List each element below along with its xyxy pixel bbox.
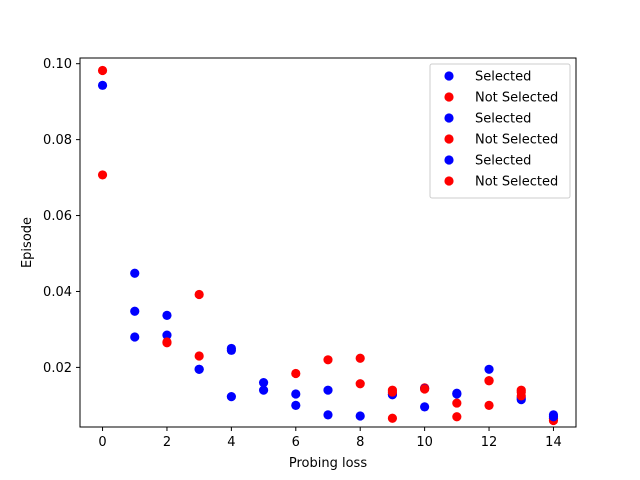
data-point [387,387,398,397]
data-point [516,387,526,397]
data-point [387,413,398,423]
x-tick-label: 14 [545,435,562,450]
data-point [162,310,172,320]
y-axis: 0.02 0.04 0.06 0.08 0.10 [43,57,80,376]
legend-box [429,63,571,199]
data-point [355,411,365,421]
legend: Selected Not Selected Selected Not Selected… [429,63,571,199]
data-point [323,355,333,365]
data-point [226,392,236,402]
data-point [452,412,462,422]
y-tick-label: 0.04 [43,285,72,300]
legend-marker [444,176,454,186]
legend-entry: Selected [475,112,531,127]
series-2 [130,268,526,420]
x-axis-label: Probing loss [289,456,367,471]
legend-marker [444,155,454,165]
data-point [323,410,333,420]
x-tick-label: 2 [163,435,171,450]
x-tick-label: 8 [356,435,364,450]
y-tick-label: 0.10 [43,57,72,72]
data-point [97,170,108,180]
data-point [291,368,301,379]
data-point [162,338,172,348]
legend-entry: Selected [475,70,531,85]
data-point [130,332,140,342]
plot-frame [79,57,577,428]
legend-entry: Selected [475,154,531,169]
data-point [291,400,301,410]
data-point [484,376,494,386]
y-tick-label: 0.08 [43,133,72,148]
data-point [484,400,494,410]
data-point [97,80,108,90]
x-axis: 0 2 4 6 8 10 12 14 [98,427,562,450]
data-point [484,364,494,374]
series-4 [130,332,559,422]
x-tick-label: 6 [292,435,300,450]
data-point [130,306,140,316]
y-axis-label: Episode [20,217,35,268]
data-point [194,364,204,374]
legend-marker [444,113,454,123]
data-point [452,389,462,399]
legend-marker [444,92,454,102]
legend-entry: Not Selected [475,91,558,106]
data-point [97,65,108,76]
data-point [420,384,430,394]
x-tick-label: 4 [227,435,235,450]
legend-marker [444,134,454,144]
series-5 [162,338,526,397]
legend-entry: Not Selected [475,175,558,190]
legend-marker [444,71,454,81]
data-point [452,398,462,408]
data-point [194,289,204,300]
data-point [130,268,140,278]
y-tick-label: 0.02 [43,361,72,376]
data-point [548,412,559,422]
data-point [291,389,301,399]
data-point [258,385,269,395]
data-point [258,377,269,388]
x-tick-label: 0 [98,435,106,450]
data-point [323,385,333,395]
data-point [226,345,236,355]
data-point [162,330,172,340]
data-point [194,351,204,361]
data-point [355,379,365,389]
x-tick-label: 10 [416,435,433,450]
x-tick-label: 12 [481,435,498,450]
data-point [420,402,430,412]
data-points [97,65,559,426]
legend-entry: Not Selected [475,133,558,148]
y-tick-label: 0.06 [43,209,72,224]
data-point [355,353,365,363]
